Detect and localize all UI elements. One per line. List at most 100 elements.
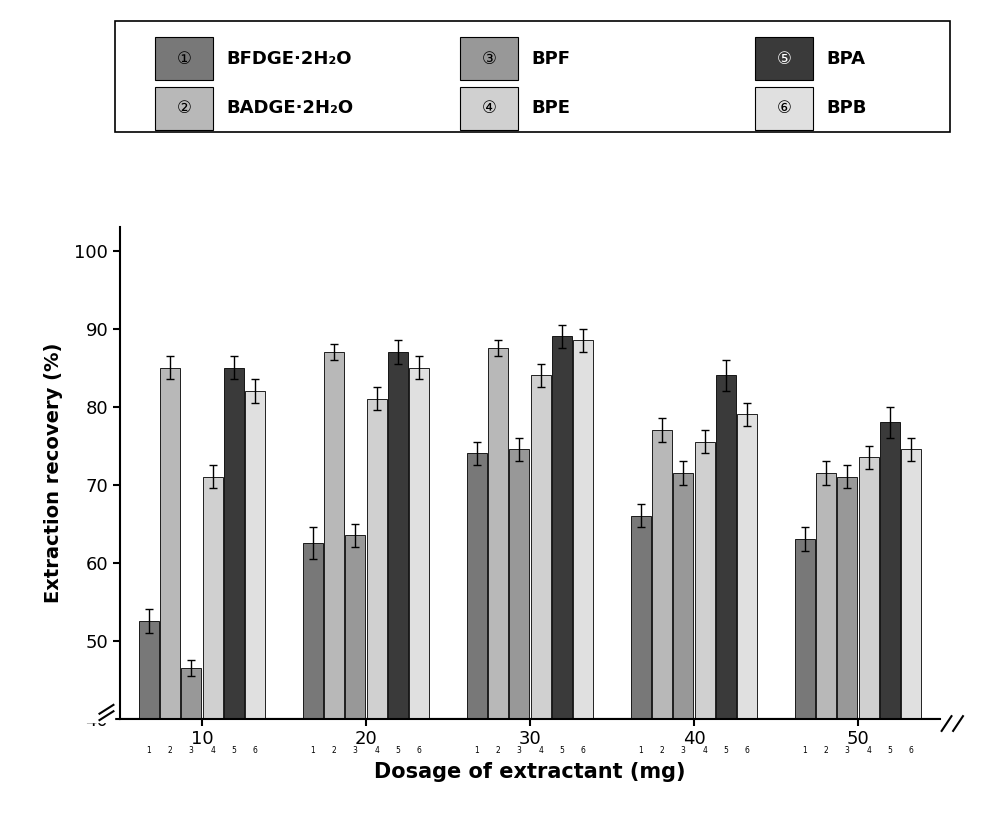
Bar <box>388 352 408 826</box>
Text: 5: 5 <box>396 746 400 755</box>
Circle shape <box>366 750 387 751</box>
Circle shape <box>530 750 551 751</box>
Bar <box>367 721 387 732</box>
Text: 1: 1 <box>474 746 479 755</box>
Bar <box>716 721 736 732</box>
Circle shape <box>466 750 487 751</box>
Bar <box>552 336 572 826</box>
Text: 2: 2 <box>660 746 664 755</box>
Circle shape <box>488 750 508 751</box>
Bar <box>573 721 593 732</box>
Bar <box>880 734 900 743</box>
Circle shape <box>880 750 900 751</box>
Bar <box>531 721 551 732</box>
Bar <box>859 734 879 743</box>
Bar <box>139 721 159 732</box>
Text: BFDGE·2H₂O: BFDGE·2H₂O <box>226 50 352 68</box>
Bar <box>737 721 757 732</box>
Text: 2: 2 <box>496 746 500 755</box>
Bar <box>652 721 672 732</box>
Bar <box>531 734 551 743</box>
Bar <box>716 375 736 826</box>
Bar <box>488 734 508 743</box>
Circle shape <box>901 750 922 751</box>
Y-axis label: Extraction recovery (%): Extraction recovery (%) <box>44 343 63 603</box>
Bar <box>467 721 487 732</box>
Bar <box>488 348 508 826</box>
Circle shape <box>573 750 594 751</box>
Text: 3: 3 <box>517 746 522 755</box>
Text: BPE: BPE <box>531 99 570 117</box>
Text: 4: 4 <box>538 746 543 755</box>
Text: 3: 3 <box>189 746 194 755</box>
Bar <box>181 668 201 826</box>
Circle shape <box>245 750 266 751</box>
Bar <box>936 721 969 738</box>
Bar <box>880 422 900 826</box>
Bar <box>837 721 857 732</box>
Circle shape <box>302 750 323 751</box>
Bar <box>345 734 365 743</box>
Text: 4: 4 <box>210 746 215 755</box>
Text: 6: 6 <box>745 746 750 755</box>
Bar <box>203 721 223 732</box>
Text: ①: ① <box>177 50 191 68</box>
Bar <box>139 621 159 826</box>
Text: 4: 4 <box>866 746 871 755</box>
Circle shape <box>694 750 715 751</box>
Bar <box>509 721 529 732</box>
Text: 6: 6 <box>253 746 258 755</box>
Bar <box>488 721 508 732</box>
Bar <box>388 721 408 732</box>
Circle shape <box>858 750 879 751</box>
Bar <box>203 477 223 826</box>
Bar <box>795 734 815 743</box>
Circle shape <box>138 750 159 751</box>
Text: 5: 5 <box>724 746 728 755</box>
Text: 1: 1 <box>146 746 151 755</box>
Bar <box>859 721 879 732</box>
Circle shape <box>509 750 530 751</box>
Bar <box>816 734 836 743</box>
Text: 2: 2 <box>332 746 336 755</box>
Text: BPA: BPA <box>826 50 865 68</box>
Circle shape <box>388 750 408 751</box>
Bar <box>345 721 365 732</box>
Text: 1: 1 <box>310 746 315 755</box>
Circle shape <box>837 750 858 751</box>
Bar <box>837 734 857 743</box>
Bar <box>837 477 857 826</box>
Bar <box>160 721 180 732</box>
Bar <box>367 399 387 826</box>
Bar <box>467 453 487 826</box>
Circle shape <box>673 750 694 751</box>
Bar <box>695 721 715 732</box>
Text: ⑤: ⑤ <box>777 50 791 68</box>
Bar <box>816 721 836 732</box>
Bar <box>224 368 244 826</box>
Circle shape <box>816 750 836 751</box>
Bar <box>859 458 879 826</box>
Bar <box>245 734 265 743</box>
Bar <box>324 352 344 826</box>
Bar <box>303 721 323 732</box>
Text: BPB: BPB <box>826 99 866 117</box>
Text: 6: 6 <box>909 746 914 755</box>
Text: ⑥: ⑥ <box>777 99 791 117</box>
Circle shape <box>630 750 651 751</box>
Text: 2: 2 <box>824 746 828 755</box>
Bar <box>303 544 323 826</box>
Bar <box>245 721 265 732</box>
Bar <box>573 734 593 743</box>
Bar <box>160 734 180 743</box>
Text: 3: 3 <box>353 746 358 755</box>
Bar <box>737 734 757 743</box>
Bar <box>673 472 693 826</box>
Text: 5: 5 <box>232 746 236 755</box>
Bar <box>531 375 551 826</box>
Bar <box>224 721 244 732</box>
Bar <box>224 734 244 743</box>
Circle shape <box>202 750 223 751</box>
Text: ②: ② <box>177 99 191 117</box>
Bar <box>901 721 921 732</box>
